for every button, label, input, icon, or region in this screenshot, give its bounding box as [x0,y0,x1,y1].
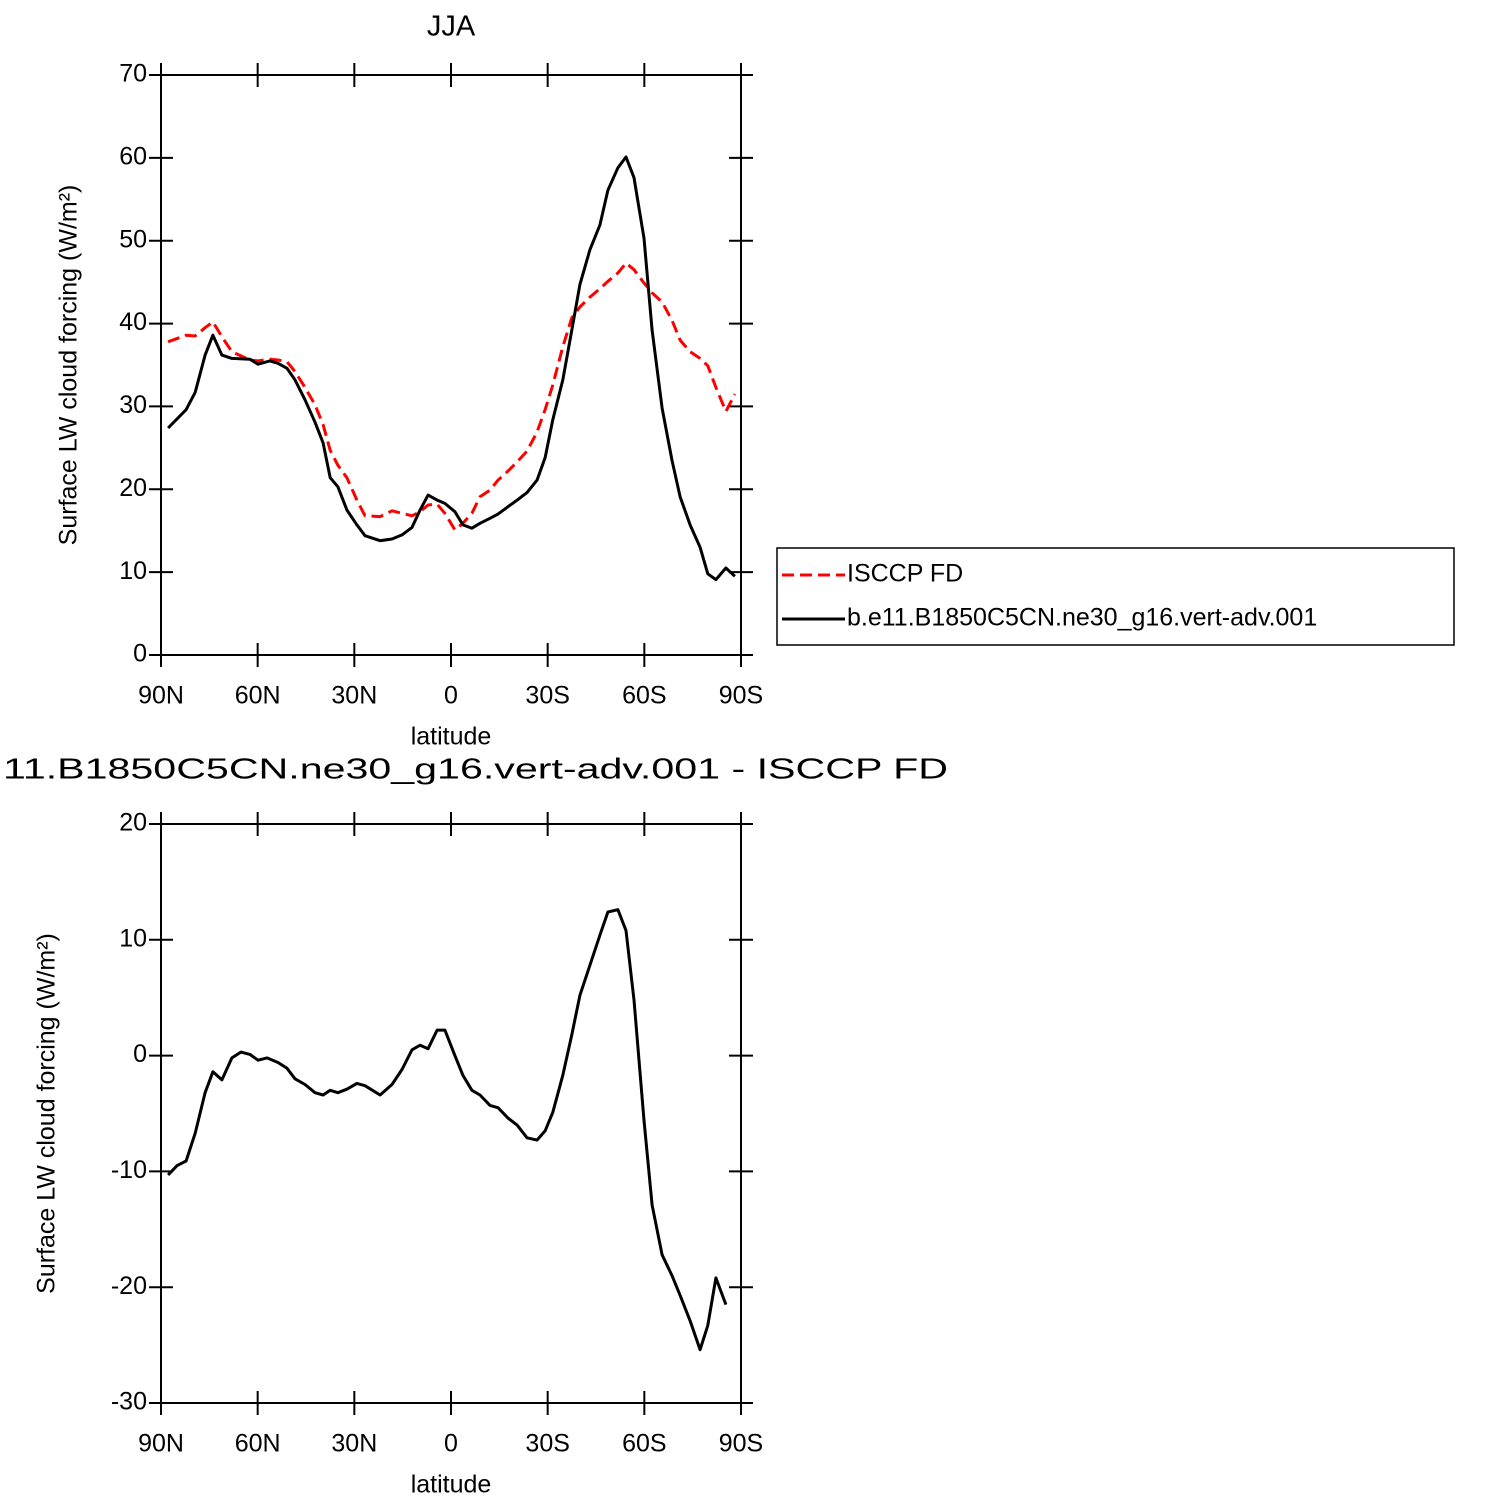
y-tick-label: -20 [111,1272,147,1300]
y-tick-label: -10 [111,1156,147,1184]
x-tick-label: 60N [235,682,281,710]
y-tick-label: 10 [119,924,147,952]
x-tick-label: 60N [235,1430,281,1458]
x-tick-label: 90S [719,682,763,710]
legend-box [776,547,1455,646]
y-tick-label: 70 [119,60,147,88]
y-tick-label: 0 [133,1040,147,1068]
x-tick-label: 0 [444,1430,458,1458]
x-axis-label: latitude [411,723,492,751]
x-tick-label: 60S [622,1430,666,1458]
x-tick-label: 0 [444,682,458,710]
plot-frame [160,74,742,656]
x-axis-label: latitude [411,1471,492,1499]
x-tick-label: 30N [331,1430,377,1458]
chart-title: JJA [427,11,476,43]
y-tick-label: 10 [119,557,147,585]
chart-title: 11.B1850C5CN.ne30_g16.vert-adv.001 - ISC… [3,754,948,786]
y-tick-label: 20 [119,809,147,837]
x-tick-label: 60S [622,682,666,710]
legend-label: b.e11.B1850C5CN.ne30_g16.vert-adv.001 [847,604,1317,632]
y-axis-label: Surface LW cloud forcing (W/m²) [33,933,61,1294]
y-tick-label: 30 [119,391,147,419]
y-tick-label: -30 [111,1388,147,1416]
data-line [167,908,728,1352]
x-tick-label: 30N [331,682,377,710]
y-tick-label: 60 [119,142,147,170]
x-tick-label: 90N [138,682,184,710]
y-tick-label: 50 [119,225,147,253]
plot-frame [160,823,742,1404]
y-tick-label: 20 [119,474,147,502]
x-tick-label: 30S [525,682,569,710]
x-tick-label: 30S [525,1430,569,1458]
legend-label: ISCCP FD [847,560,963,588]
x-tick-label: 90S [719,1430,763,1458]
y-tick-label: 0 [133,640,147,668]
y-axis-label: Surface LW cloud forcing (W/m²) [55,185,83,546]
x-tick-label: 90N [138,1430,184,1458]
data-line [167,155,736,582]
y-tick-label: 40 [119,308,147,336]
